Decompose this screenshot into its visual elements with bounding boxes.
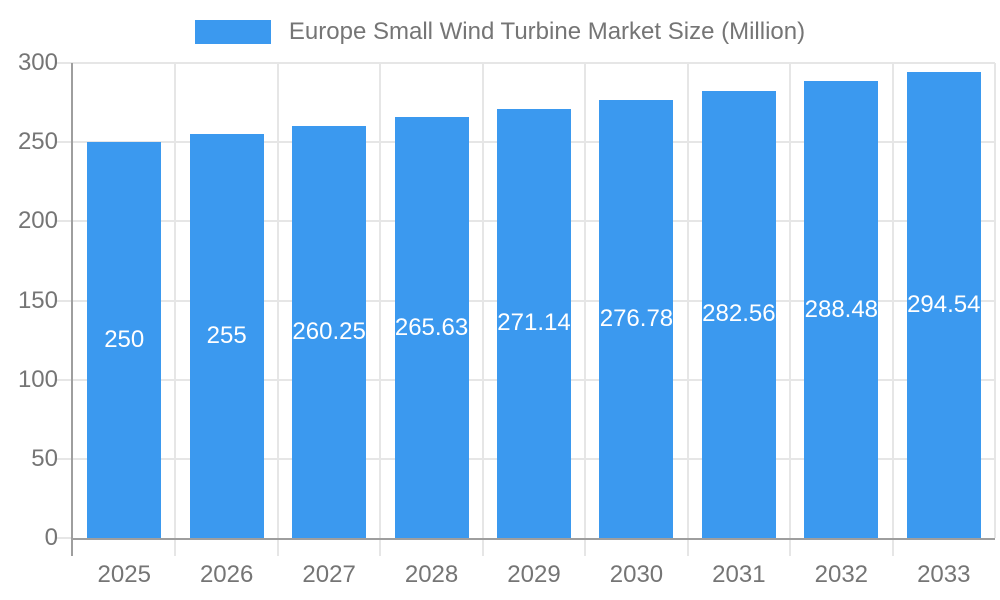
gridline xyxy=(789,63,792,538)
y-axis-tick xyxy=(56,220,73,223)
bar-value-label: 288.48 xyxy=(804,295,879,323)
bar[interactable] xyxy=(394,117,469,538)
x-axis-label: 2032 xyxy=(814,561,869,588)
bar[interactable] xyxy=(87,142,162,538)
gridline xyxy=(584,63,587,538)
gridline xyxy=(276,63,279,538)
bar-value-label: 271.14 xyxy=(497,309,571,337)
x-axis-line xyxy=(71,538,995,540)
x-axis-label: 2031 xyxy=(712,561,766,588)
y-axis-tick xyxy=(56,537,73,539)
y-axis-label: 100 xyxy=(17,365,58,393)
gridline xyxy=(481,63,484,538)
y-axis-line xyxy=(71,63,73,556)
bar-value-label: 276.78 xyxy=(599,304,674,332)
bar[interactable] xyxy=(804,81,879,538)
x-axis-label: 2033 xyxy=(917,561,971,588)
x-axis-tick xyxy=(379,538,382,556)
x-axis-tick xyxy=(789,538,792,556)
x-axis-label: 2026 xyxy=(199,561,254,588)
bar[interactable] xyxy=(497,108,571,538)
gridline xyxy=(994,63,996,538)
gridline xyxy=(73,62,995,64)
gridline xyxy=(379,63,382,538)
bar[interactable] xyxy=(701,90,776,538)
legend-label: Europe Small Wind Turbine Market Size (M… xyxy=(288,18,806,45)
bar-value-label: 294.54 xyxy=(907,290,981,318)
bar[interactable] xyxy=(906,71,981,538)
x-axis-label: 2030 xyxy=(609,561,664,588)
y-axis-tick xyxy=(56,378,73,381)
bar[interactable] xyxy=(189,134,264,538)
gridline xyxy=(891,63,894,538)
bar-value-label: 260.25 xyxy=(292,317,366,345)
x-axis-label: 2027 xyxy=(302,561,356,588)
y-axis-tick xyxy=(56,62,73,64)
y-axis-label: 300 xyxy=(17,49,58,76)
chart-legend[interactable]: Europe Small Wind Turbine Market Size (M… xyxy=(0,20,1000,44)
y-axis-label: 50 xyxy=(31,444,58,472)
gridline xyxy=(174,63,177,538)
y-axis-tick xyxy=(56,299,73,302)
x-axis-tick xyxy=(276,538,279,556)
y-axis-label: 150 xyxy=(17,286,58,314)
x-axis-label: 2029 xyxy=(507,561,561,588)
bar[interactable] xyxy=(292,125,367,538)
x-axis-label: 2025 xyxy=(97,561,151,588)
legend-swatch[interactable] xyxy=(194,20,271,44)
bar-value-label: 250 xyxy=(104,326,145,354)
x-axis-tick xyxy=(686,538,689,556)
y-axis-tick xyxy=(56,457,73,460)
x-axis-tick xyxy=(481,538,484,556)
y-axis-tick xyxy=(56,141,73,144)
y-axis-label: 0 xyxy=(44,524,58,551)
x-axis-tick xyxy=(891,538,894,556)
x-axis-tick xyxy=(174,538,177,556)
bar[interactable] xyxy=(599,99,674,538)
x-axis-label: 2028 xyxy=(404,561,459,588)
bar-value-label: 265.63 xyxy=(394,313,469,341)
y-axis-label: 250 xyxy=(17,128,58,156)
bar-value-label: 255 xyxy=(206,322,247,350)
y-axis-label: 200 xyxy=(17,207,58,235)
bar-value-label: 282.56 xyxy=(702,300,776,328)
gridline xyxy=(686,63,689,538)
x-axis-tick xyxy=(584,538,587,556)
